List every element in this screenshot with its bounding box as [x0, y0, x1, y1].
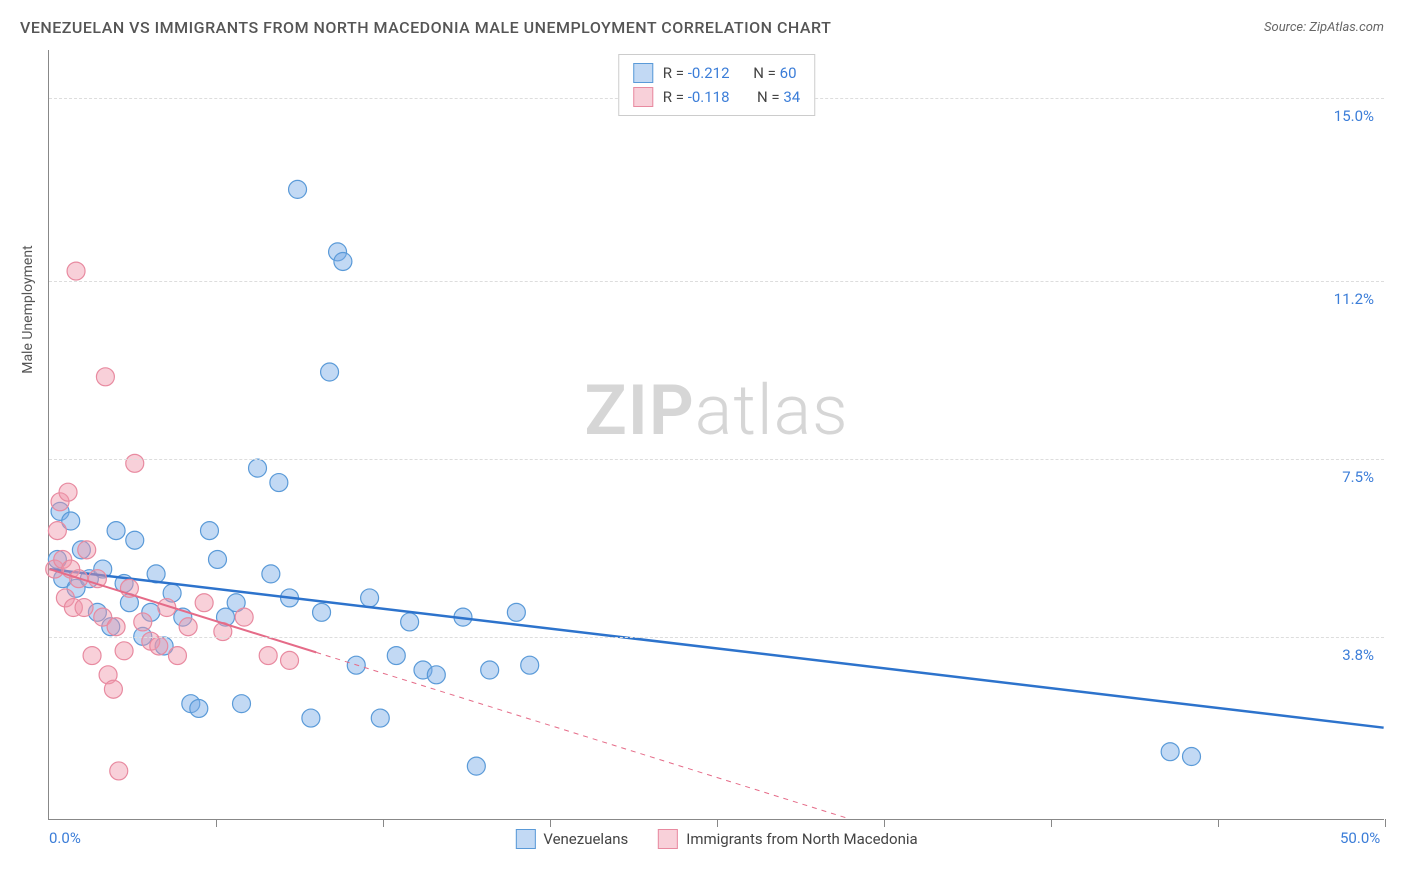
scatter-point — [262, 565, 280, 583]
scatter-point — [190, 699, 208, 717]
scatter-point — [1161, 743, 1179, 761]
scatter-point — [83, 647, 101, 665]
scatter-point — [521, 656, 539, 674]
scatter-point — [200, 522, 218, 540]
x-tick — [1218, 819, 1219, 827]
scatter-point — [281, 651, 299, 669]
x-tick — [550, 819, 551, 827]
correlation-legend: R = -0.212 N = 60 R = -0.118 N = 34 — [618, 54, 815, 116]
scatter-point — [427, 666, 445, 684]
legend-label: Immigrants from North Macedonia — [686, 830, 917, 848]
scatter-point — [48, 522, 66, 540]
x-tick-label: 0.0% — [49, 829, 81, 847]
swatch-pink — [633, 87, 653, 107]
scatter-point — [179, 618, 197, 636]
scatter-point — [75, 599, 93, 617]
y-tick-label: 7.5% — [1342, 468, 1374, 486]
r-label: R = -0.212 — [663, 61, 730, 85]
scatter-point — [259, 647, 277, 665]
x-tick — [383, 819, 384, 827]
chart-container: VENEZUELAN VS IMMIGRANTS FROM NORTH MACE… — [0, 0, 1406, 892]
legend-row-macedonia: R = -0.118 N = 34 — [633, 85, 800, 109]
scatter-point — [126, 454, 144, 472]
scatter-point — [270, 474, 288, 492]
grid-line — [49, 637, 1384, 638]
scatter-point — [78, 541, 96, 559]
x-tick — [216, 819, 217, 827]
y-tick-label: 11.2% — [1334, 290, 1374, 308]
swatch-blue — [515, 829, 535, 849]
scatter-point — [126, 531, 144, 549]
scatter-point — [233, 695, 251, 713]
scatter-point — [208, 550, 226, 568]
scatter-point — [467, 757, 485, 775]
scatter-point — [387, 647, 405, 665]
scatter-point — [67, 262, 85, 280]
scatter-point — [168, 647, 186, 665]
grid-line — [49, 459, 1384, 460]
grid-line — [49, 281, 1384, 282]
scatter-plot-svg — [49, 50, 1384, 819]
series-legend: Venezuelans Immigrants from North Macedo… — [515, 829, 917, 849]
scatter-point — [289, 180, 307, 198]
y-tick-label: 3.8% — [1342, 646, 1374, 664]
scatter-point — [104, 680, 122, 698]
scatter-point — [371, 709, 389, 727]
x-tick-label: 50.0% — [1340, 829, 1380, 847]
chart-title: VENEZUELAN VS IMMIGRANTS FROM NORTH MACE… — [20, 18, 831, 37]
legend-item-venezuelans: Venezuelans — [515, 829, 628, 849]
scatter-point — [195, 594, 213, 612]
legend-item-macedonia: Immigrants from North Macedonia — [658, 829, 917, 849]
trend-line-extrapolated — [316, 652, 850, 819]
scatter-point — [107, 618, 125, 636]
scatter-point — [1183, 748, 1201, 766]
scatter-point — [313, 603, 331, 621]
scatter-point — [115, 642, 133, 660]
n-label: N = 34 — [757, 85, 800, 109]
scatter-point — [401, 613, 419, 631]
y-axis-label: Male Unemployment — [20, 245, 36, 373]
scatter-point — [481, 661, 499, 679]
n-label: N = 60 — [753, 61, 796, 85]
scatter-point — [302, 709, 320, 727]
scatter-point — [96, 368, 114, 386]
x-tick — [884, 819, 885, 827]
scatter-point — [321, 363, 339, 381]
scatter-point — [134, 613, 152, 631]
scatter-point — [150, 637, 168, 655]
scatter-point — [235, 608, 253, 626]
x-tick — [1051, 819, 1052, 827]
scatter-point — [507, 603, 525, 621]
scatter-point — [334, 252, 352, 270]
scatter-point — [361, 589, 379, 607]
scatter-point — [59, 483, 77, 501]
x-tick — [717, 819, 718, 827]
swatch-pink — [658, 829, 678, 849]
scatter-point — [249, 459, 267, 477]
y-tick-label: 15.0% — [1334, 107, 1374, 125]
r-label: R = -0.118 — [663, 85, 730, 109]
scatter-point — [107, 522, 125, 540]
x-tick — [1385, 819, 1386, 827]
legend-row-venezuelans: R = -0.212 N = 60 — [633, 61, 800, 85]
swatch-blue — [633, 63, 653, 83]
plot-area: ZIPatlas R = -0.212 N = 60 R = -0.118 N … — [48, 50, 1384, 820]
scatter-point — [110, 762, 128, 780]
source-attribution: Source: ZipAtlas.com — [1264, 20, 1384, 35]
legend-label: Venezuelans — [543, 830, 628, 848]
